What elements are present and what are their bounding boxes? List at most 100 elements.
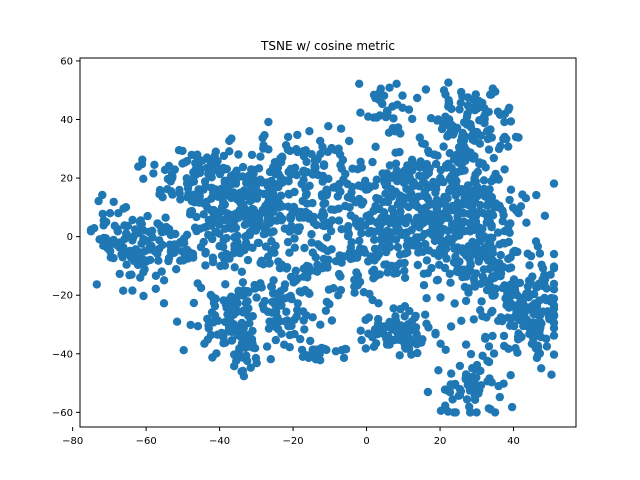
scatter-point: [484, 198, 493, 207]
scatter-point: [500, 165, 509, 174]
scatter-point: [264, 117, 273, 127]
scatter-point: [227, 134, 236, 143]
scatter-point: [345, 136, 354, 146]
scatter-point: [450, 244, 459, 253]
scatter-point: [445, 388, 455, 397]
scatter-point: [274, 324, 283, 334]
scatter-point: [257, 256, 266, 265]
scatter-point: [213, 163, 222, 173]
scatter-point: [489, 153, 498, 163]
scatter-point: [478, 117, 487, 126]
scatter-point: [175, 185, 184, 195]
x-tick-label: 20: [434, 436, 447, 447]
scatter-point: [530, 289, 539, 299]
scatter-point: [307, 150, 316, 159]
scatter-point: [372, 113, 382, 122]
scatter-point: [474, 96, 484, 106]
scatter-point: [308, 313, 317, 322]
scatter-point: [296, 334, 305, 344]
scatter-point: [264, 191, 274, 200]
scatter-point: [189, 168, 198, 177]
scatter-point: [504, 302, 514, 311]
scatter-point: [322, 233, 332, 242]
scatter-point: [295, 287, 304, 296]
scatter-point: [318, 177, 327, 186]
scatter-point: [500, 341, 509, 351]
scatter-point: [287, 221, 296, 231]
scatter-point: [299, 175, 308, 185]
scatter-point: [484, 342, 494, 351]
scatter-point: [487, 221, 496, 230]
scatter-point: [463, 181, 473, 190]
scatter-point: [549, 179, 559, 188]
scatter-point: [129, 232, 138, 241]
scatter-point: [399, 200, 408, 209]
scatter-point: [249, 205, 258, 214]
x-axis-ticks: −80 −60 −40 −20 0 20 40: [62, 427, 520, 447]
x-tick-label: −20: [283, 436, 304, 447]
scatter-point: [469, 315, 478, 324]
scatter-point: [422, 294, 431, 303]
scatter-point: [493, 228, 503, 237]
scatter-point: [291, 266, 300, 275]
plot-area-frame: [79, 57, 577, 428]
scatter-point: [335, 251, 344, 260]
scatter-point: [477, 297, 486, 306]
scatter-point: [547, 293, 556, 303]
scatter-point: [280, 280, 290, 289]
y-tick-label: −20: [52, 291, 73, 302]
y-axis-ticks: −60 −40 −20 0 20 40 60: [52, 56, 80, 419]
scatter-point: [535, 249, 545, 258]
scatter-point: [434, 366, 443, 375]
scatter-point: [325, 299, 334, 309]
scatter-point: [128, 286, 137, 295]
scatter-point: [221, 280, 230, 289]
scatter-point: [273, 313, 282, 322]
scatter-point: [532, 190, 541, 200]
scatter-point: [122, 229, 131, 238]
scatter-point: [290, 187, 299, 197]
scatter-point: [238, 308, 248, 317]
scatter-point: [444, 234, 453, 243]
scatter-point: [321, 199, 330, 208]
scatter-point: [313, 345, 322, 354]
scatter-point: [351, 198, 360, 207]
scatter-point: [327, 216, 337, 225]
scatter-point: [462, 395, 472, 404]
scatter-point: [193, 279, 202, 288]
scatter-point: [395, 250, 405, 259]
scatter-point: [518, 294, 528, 304]
scatter-point: [226, 210, 235, 220]
scatter-point: [312, 220, 321, 230]
scatter-point: [341, 169, 350, 179]
scatter-point: [479, 176, 489, 185]
scatter-point: [322, 185, 331, 194]
scatter-point: [370, 235, 379, 244]
scatter-point: [219, 151, 229, 161]
scatter-point: [226, 178, 235, 187]
scatter-point: [266, 355, 275, 364]
scatter-point: [208, 234, 217, 244]
scatter-point: [450, 299, 459, 308]
scatter-point: [356, 108, 365, 117]
scatter-point: [383, 110, 392, 120]
scatter-point: [368, 157, 377, 167]
scatter-point: [484, 214, 494, 224]
scatter-point: [431, 159, 441, 169]
scatter-point: [542, 342, 552, 351]
scatter-point: [261, 242, 271, 251]
scatter-point: [316, 320, 325, 329]
scatter-point: [283, 132, 293, 142]
scatter-point: [458, 128, 467, 138]
scatter-point: [484, 145, 494, 154]
scatter-point: [446, 322, 456, 331]
scatter-point: [139, 226, 148, 235]
scatter-point: [391, 235, 401, 244]
scatter-point: [298, 352, 308, 361]
scatter-point: [199, 210, 208, 219]
scatter-point: [150, 160, 159, 169]
scatter-point: [463, 188, 472, 197]
x-tick-label: 40: [507, 436, 520, 447]
scatter-point: [445, 269, 454, 278]
scatter-point: [479, 265, 489, 274]
